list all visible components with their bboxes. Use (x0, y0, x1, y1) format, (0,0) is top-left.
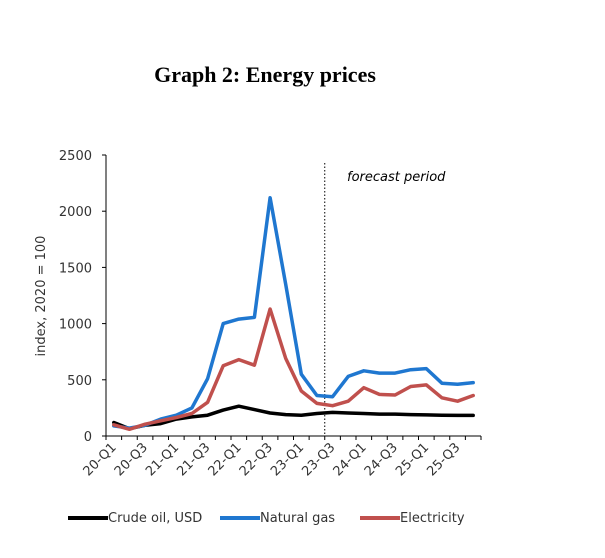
y-tick-label: 2000 (59, 205, 92, 220)
y-tick-label: 2500 (59, 149, 92, 164)
legend-label-natural-gas: Natural gas (260, 511, 335, 526)
series-line-natural-gas (112, 195, 475, 430)
legend: Crude oil, USD Natural gas Electricity (68, 511, 465, 526)
series-line-electricity (112, 307, 475, 432)
legend-label-crude-oil-usd: Crude oil, USD (108, 511, 202, 526)
series-layer (112, 195, 475, 432)
y-tick-label: 1000 (59, 318, 92, 333)
y-tick-label: 0 (84, 430, 92, 445)
series-line-crude-oil-usd (112, 404, 475, 431)
x-tick-label: 22-Q1 (206, 440, 245, 479)
x-tick-label: 21-Q3 (174, 440, 213, 479)
legend-label-electricity: Electricity (400, 511, 465, 526)
x-tick-label: 23-Q3 (299, 440, 338, 479)
chart-title: Graph 2: Energy prices (154, 62, 376, 87)
x-tick-label: 20-Q3 (112, 440, 151, 479)
forecast-annotation: forecast period (347, 170, 446, 185)
x-tick-label: 21-Q1 (143, 440, 182, 479)
x-tick-label: 22-Q3 (237, 440, 276, 479)
x-tick-label: 25-Q1 (393, 440, 432, 479)
x-tick-label: 23-Q1 (268, 440, 307, 479)
y-tick-label: 500 (67, 374, 92, 389)
x-tick-label: 25-Q3 (424, 440, 463, 479)
x-tick-label: 20-Q1 (81, 440, 120, 479)
x-tick-label: 24-Q1 (331, 440, 370, 479)
y-tick-label: 1500 (59, 261, 92, 276)
y-axis-label: index, 2020 = 100 (34, 236, 49, 357)
x-tick-label: 24-Q3 (362, 440, 401, 479)
